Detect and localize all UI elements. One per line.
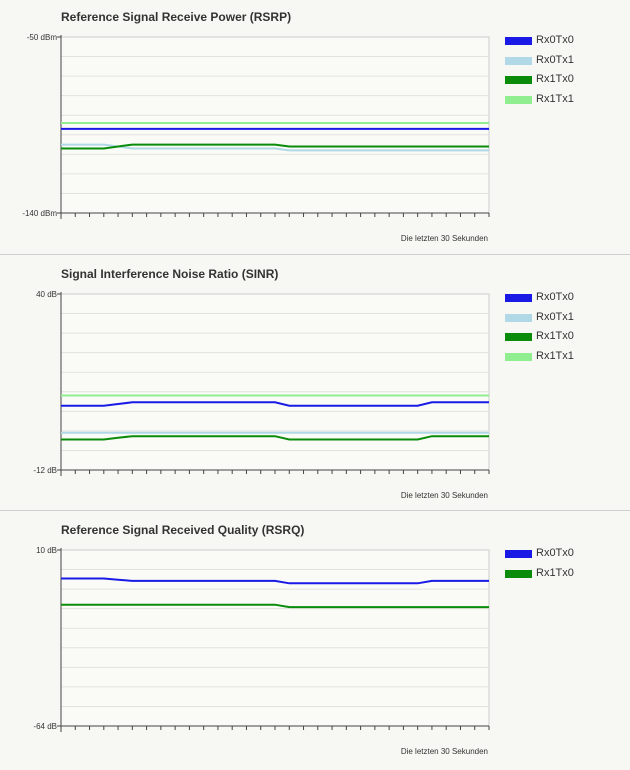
legend-swatch xyxy=(505,313,532,322)
legend-label: Rx1Tx1 xyxy=(536,349,574,362)
legend-label: Rx0Tx0 xyxy=(536,291,574,303)
y-tick-label: -140 dBm xyxy=(22,209,57,218)
series-line-rx1tx0 xyxy=(61,435,489,441)
legend-label: Rx1Tx0 xyxy=(536,330,574,342)
legend-swatch xyxy=(505,569,532,578)
time-caption: Die letzten 30 Sekunden xyxy=(400,234,488,243)
legend-swatch xyxy=(505,294,532,302)
legend-label: Rx0Tx0 xyxy=(536,547,574,559)
panel-divider xyxy=(0,510,630,511)
series-line-rx0tx0 xyxy=(61,401,489,407)
legend-swatch xyxy=(505,352,532,361)
legend-swatch xyxy=(505,95,532,104)
y-tick-label: 40 dB xyxy=(36,290,57,299)
plot-area xyxy=(60,549,490,727)
legend-swatch xyxy=(505,56,532,65)
rsrp-chart: -50 dBm -140 dBm xyxy=(22,33,490,219)
panel-title: Reference Signal Receive Power (RSRP) xyxy=(61,10,292,24)
series-line-rx1tx0 xyxy=(61,603,489,609)
legend-swatch xyxy=(505,37,532,45)
legend-label: Rx1Tx1 xyxy=(536,92,574,105)
legend-label: Rx1Tx0 xyxy=(536,73,574,85)
time-caption: Die letzten 30 Sekunden xyxy=(400,491,488,500)
panel-divider xyxy=(0,254,630,255)
sinr-panel: Signal Interference Noise Ratio (SINR) 4… xyxy=(0,257,630,514)
series-line-rx1tx0 xyxy=(61,143,489,150)
sinr-chart: 40 dB -12 dB xyxy=(33,290,490,476)
panel-title: Reference Signal Received Quality (RSRQ) xyxy=(61,523,305,537)
rsrp-panel: Reference Signal Receive Power (RSRP) -5… xyxy=(0,0,630,257)
legend-label: Rx1Tx0 xyxy=(536,566,574,579)
y-tick-label: -12 dB xyxy=(33,466,57,475)
legend-label: Rx0Tx1 xyxy=(536,310,574,323)
series-line-rx0tx0 xyxy=(61,577,489,585)
legend-swatch xyxy=(505,550,532,558)
legend-label: Rx0Tx1 xyxy=(536,53,574,66)
legend-swatch xyxy=(505,333,532,341)
y-tick-label: -50 dBm xyxy=(27,33,58,42)
rsrq-panel: Reference Signal Received Quality (RSRQ)… xyxy=(0,513,630,770)
legend-swatch xyxy=(505,76,532,84)
panel-title: Signal Interference Noise Ratio (SINR) xyxy=(61,267,279,281)
series-line-rx0tx1 xyxy=(61,143,489,152)
rsrq-chart: 10 dB -64 dB xyxy=(33,546,490,732)
plot-area xyxy=(60,293,490,471)
plot-area xyxy=(60,36,490,214)
y-tick-label: -64 dB xyxy=(33,722,57,731)
time-caption: Die letzten 30 Sekunden xyxy=(400,747,488,756)
legend-label: Rx0Tx0 xyxy=(536,34,574,46)
y-tick-label: 10 dB xyxy=(36,546,57,555)
